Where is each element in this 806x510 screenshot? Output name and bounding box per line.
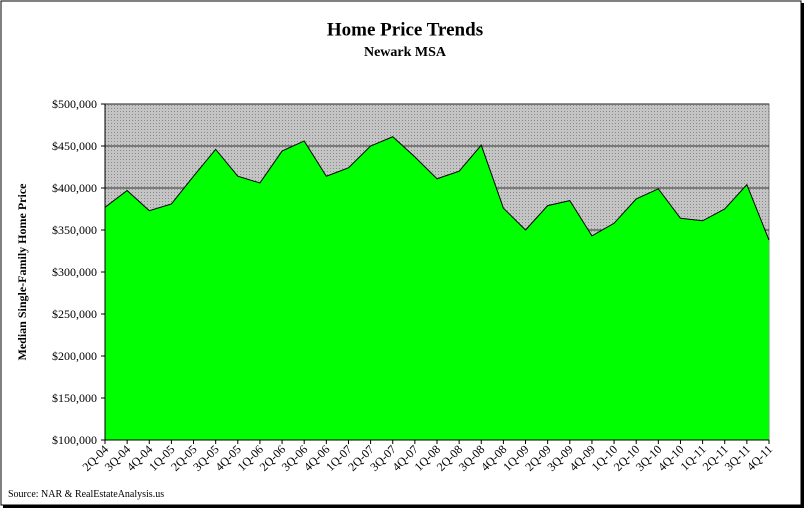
area (105, 136, 769, 440)
y-tick-label: $200,000 (52, 349, 97, 363)
y-tick-label: $250,000 (52, 307, 97, 321)
y-tick-label: $450,000 (52, 139, 97, 153)
y-axis-title: Median Single-Family Home Price (15, 183, 29, 361)
y-tick-label: $100,000 (52, 433, 97, 447)
y-tick-label: $500,000 (52, 97, 97, 111)
source-note: Source: NAR & RealEstateAnalysis.us (8, 489, 164, 500)
y-tick-label: $400,000 (52, 181, 97, 195)
plot-area: $100,000 $150,000 $200,000 $250,000 $300,000… (52, 97, 775, 474)
y-tick-label: $300,000 (52, 265, 97, 279)
area-outline (104, 136, 770, 241)
chart-subtitle: Newark MSA (364, 45, 447, 60)
chart-title: Home Price Trends (327, 19, 483, 40)
y-tick-label: $350,000 (52, 223, 97, 237)
y-tick-label: $150,000 (52, 391, 97, 405)
